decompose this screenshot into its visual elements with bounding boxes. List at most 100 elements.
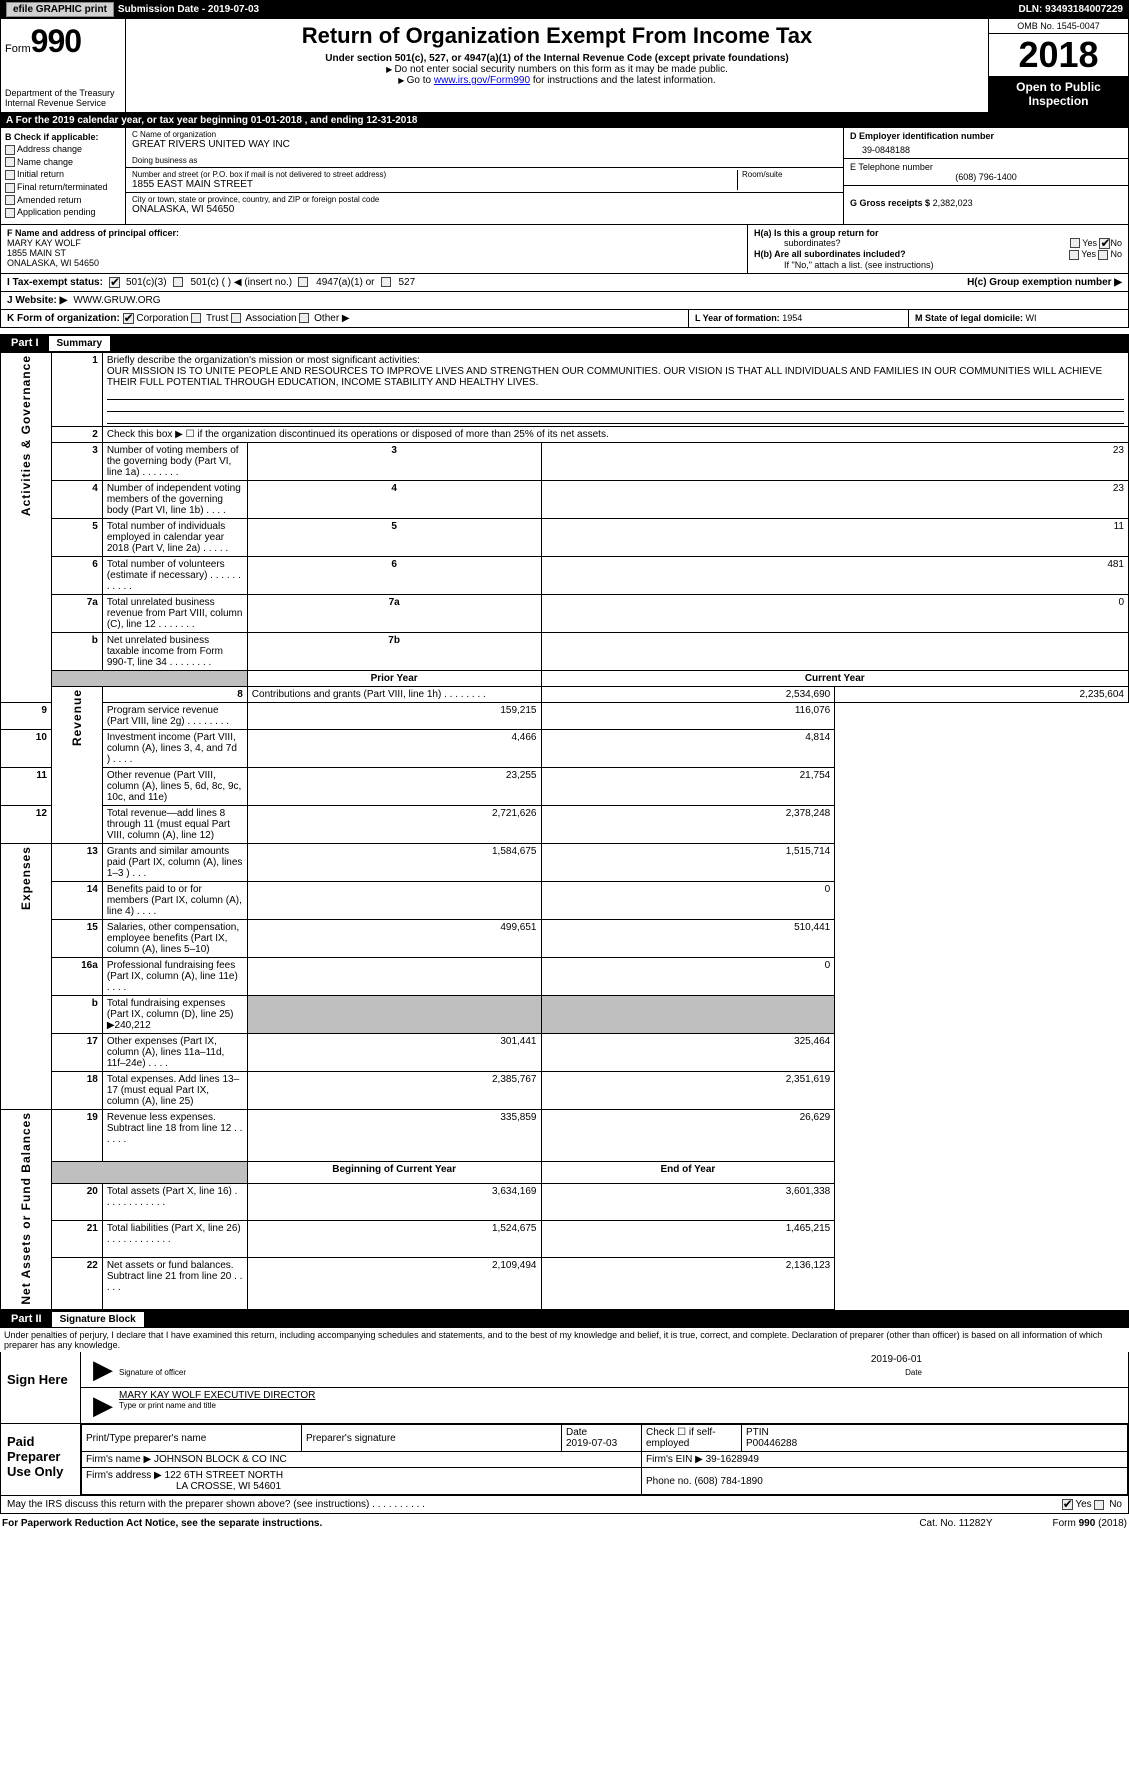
mission-text: OUR MISSION IS TO UNITE PEOPLE AND RESOU…	[107, 366, 1102, 388]
t18: Total expenses. Add lines 13–17 (must eq…	[102, 1071, 247, 1109]
box-b: B Check if applicable: Address change Na…	[1, 128, 126, 224]
cy13: 1,515,714	[541, 843, 835, 881]
goto-note: Go to www.irs.gov/Form990 for instructio…	[136, 75, 978, 86]
n14: 14	[51, 881, 102, 919]
side-activities: Activities & Governance	[19, 355, 33, 516]
dln: DLN: 93493184007229	[1018, 4, 1123, 15]
check-other[interactable]	[299, 313, 309, 323]
b3: 3	[247, 442, 541, 480]
py8: 2,534,690	[541, 686, 835, 702]
firm-addr2: LA CROSSE, WI 54601	[176, 1481, 281, 1492]
check-name-change[interactable]	[5, 157, 15, 167]
open-to-public: Open to Public Inspection	[989, 76, 1128, 112]
py9: 159,215	[247, 702, 541, 729]
check-ha-yes[interactable]	[1070, 238, 1080, 248]
cy21: 1,465,215	[541, 1220, 835, 1257]
b7b: 7b	[247, 632, 541, 670]
n7b: b	[51, 632, 102, 670]
check-amended[interactable]	[5, 195, 15, 205]
part2-title: Signature Block	[52, 1312, 144, 1327]
check-assoc[interactable]	[231, 313, 241, 323]
py14	[247, 881, 541, 919]
state: WI	[1026, 313, 1037, 323]
dept-treasury: Department of the Treasury	[5, 88, 121, 98]
check-501c3[interactable]	[109, 277, 120, 288]
check-discuss-no[interactable]	[1094, 1500, 1104, 1510]
side-netassets: Net Assets or Fund Balances	[19, 1112, 33, 1305]
prep-date: 2019-07-03	[566, 1438, 617, 1449]
city: ONALASKA, WI 54650	[132, 204, 837, 215]
tax-year: 2018	[989, 34, 1128, 76]
year-form-label: L Year of formation:	[695, 313, 780, 323]
t20: Total assets (Part X, line 16) . . . . .…	[102, 1183, 247, 1220]
sign-here-block: Sign Here ▶ 2019-06-01 Signature of offi…	[0, 1352, 1129, 1424]
officer-printed-lbl: Type or print name and title	[119, 1401, 1122, 1410]
t3: Number of voting members of the governin…	[102, 442, 247, 480]
check-ha-no[interactable]	[1099, 238, 1110, 249]
side-expenses: Expenses	[19, 846, 33, 910]
n15: 15	[51, 919, 102, 957]
no-3: No	[1109, 1499, 1122, 1510]
yes-3: Yes	[1075, 1499, 1091, 1510]
t7b: Net unrelated business taxable income fr…	[102, 632, 247, 670]
box-b-label: B Check if applicable:	[5, 132, 121, 142]
n16b: b	[51, 995, 102, 1033]
check-initial[interactable]	[5, 170, 15, 180]
footer-mid: Cat. No. 11282Y	[919, 1518, 992, 1529]
check-discuss-yes[interactable]	[1062, 1499, 1073, 1510]
efile-print-button[interactable]: efile GRAPHIC print	[6, 2, 114, 17]
check-trust[interactable]	[191, 313, 201, 323]
t4: Number of independent voting members of …	[102, 480, 247, 518]
b6: 6	[247, 556, 541, 594]
firm-ein-lbl: Firm's EIN ▶	[646, 1454, 703, 1465]
cy19: 26,629	[541, 1109, 835, 1161]
check-final[interactable]	[5, 183, 15, 193]
officer-city: ONALASKA, WI 54650	[7, 258, 741, 268]
check-pending[interactable]	[5, 208, 15, 218]
part2-hdr: Part II	[1, 1311, 52, 1327]
part1-title: Summary	[49, 336, 111, 351]
check-corp[interactable]	[123, 313, 134, 324]
check-501c[interactable]	[173, 277, 183, 287]
cy18: 2,351,619	[541, 1071, 835, 1109]
v4: 23	[541, 480, 1129, 518]
check-hb-no[interactable]	[1098, 250, 1108, 260]
t5: Total number of individuals employed in …	[102, 518, 247, 556]
header-grid: B Check if applicable: Address change Na…	[0, 128, 1129, 225]
n9: 9	[1, 702, 52, 729]
street: 1855 EAST MAIN STREET	[132, 179, 737, 190]
n21: 21	[51, 1220, 102, 1257]
hdr-current: Current Year	[541, 670, 1129, 686]
check-4947[interactable]	[298, 277, 308, 287]
sign-date: 2019-06-01	[119, 1354, 1122, 1368]
discuss-text: May the IRS discuss this return with the…	[7, 1499, 425, 1510]
t15: Salaries, other compensation, employee b…	[102, 919, 247, 957]
tax-status-label: I Tax-exempt status:	[7, 277, 103, 288]
n16a: 16a	[51, 957, 102, 995]
check-527[interactable]	[381, 277, 391, 287]
lbl-pending: Application pending	[17, 207, 96, 217]
prep-h4: Check ☐ if self-employed	[642, 1425, 742, 1452]
submission-date: Submission Date - 2019-07-03	[118, 4, 259, 15]
opt-trust: Trust	[206, 313, 228, 324]
state-label: M State of legal domicile:	[915, 313, 1023, 323]
py16a	[247, 957, 541, 995]
py20: 3,634,169	[247, 1183, 541, 1220]
website-label: J Website: ▶	[7, 295, 67, 306]
check-hb-yes[interactable]	[1069, 250, 1079, 260]
ssn-note: Do not enter social security numbers on …	[136, 64, 978, 75]
form-number: 990	[31, 23, 81, 60]
py13: 1,584,675	[247, 843, 541, 881]
check-address-change[interactable]	[5, 145, 15, 155]
n18: 18	[51, 1071, 102, 1109]
cy15: 510,441	[541, 919, 835, 957]
page-footer: For Paperwork Reduction Act Notice, see …	[0, 1514, 1129, 1533]
yes-2: Yes	[1081, 249, 1096, 259]
n5: 5	[51, 518, 102, 556]
paid-preparer-label: Paid Preparer Use Only	[1, 1424, 81, 1495]
form-header: Form 990 Department of the Treasury Inte…	[0, 18, 1129, 113]
irs-link[interactable]: www.irs.gov/Form990	[434, 75, 530, 86]
t16a: Professional fundraising fees (Part IX, …	[102, 957, 247, 995]
hdr-begin: Beginning of Current Year	[247, 1161, 541, 1183]
t13: Grants and similar amounts paid (Part IX…	[102, 843, 247, 881]
